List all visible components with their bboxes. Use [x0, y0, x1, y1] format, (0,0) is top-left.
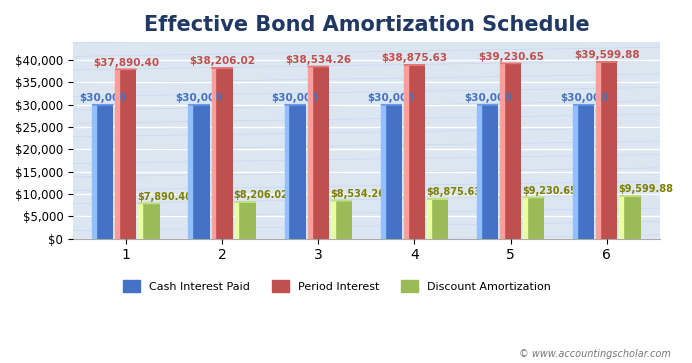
- Text: $38,206.02: $38,206.02: [189, 56, 255, 66]
- Bar: [477, 105, 481, 239]
- Bar: [500, 64, 504, 239]
- Text: $30,000: $30,000: [464, 93, 511, 103]
- Text: $9,230.65: $9,230.65: [522, 185, 577, 196]
- Bar: [138, 203, 142, 239]
- Bar: [427, 199, 431, 239]
- Text: $30,000: $30,000: [175, 93, 223, 103]
- Bar: [597, 62, 600, 239]
- Text: $8,206.02: $8,206.02: [234, 190, 289, 200]
- Bar: [308, 66, 329, 239]
- Bar: [92, 105, 113, 239]
- Bar: [381, 105, 402, 239]
- Bar: [523, 197, 527, 239]
- Bar: [212, 68, 233, 239]
- Bar: [212, 68, 215, 239]
- Bar: [597, 62, 617, 239]
- Bar: [523, 197, 545, 239]
- Bar: [138, 203, 160, 239]
- Text: $8,534.26: $8,534.26: [330, 189, 385, 199]
- Text: $39,599.88: $39,599.88: [574, 50, 639, 60]
- Text: $8,875.63: $8,875.63: [426, 187, 481, 197]
- Bar: [381, 105, 385, 239]
- Text: $7,890.40: $7,890.40: [138, 192, 192, 202]
- Title: Effective Bond Amortization Schedule: Effective Bond Amortization Schedule: [143, 15, 590, 35]
- Bar: [573, 105, 577, 239]
- Bar: [404, 65, 408, 239]
- Bar: [619, 196, 641, 239]
- Bar: [619, 196, 623, 239]
- Text: $38,875.63: $38,875.63: [381, 53, 448, 63]
- Bar: [331, 201, 352, 239]
- Bar: [573, 105, 594, 239]
- Text: $30,000: $30,000: [560, 93, 608, 103]
- Text: $30,000: $30,000: [79, 93, 127, 103]
- Legend: Cash Interest Paid, Period Interest, Discount Amortization: Cash Interest Paid, Period Interest, Dis…: [119, 276, 555, 296]
- Text: $30,000: $30,000: [271, 93, 319, 103]
- Bar: [308, 66, 311, 239]
- Bar: [188, 105, 210, 239]
- Text: $39,230.65: $39,230.65: [477, 52, 544, 62]
- Text: $30,000: $30,000: [367, 93, 415, 103]
- Text: $37,890.40: $37,890.40: [93, 58, 159, 68]
- Bar: [188, 105, 192, 239]
- Bar: [116, 69, 119, 239]
- Bar: [284, 105, 306, 239]
- Text: $38,534.26: $38,534.26: [285, 55, 352, 65]
- Bar: [284, 105, 289, 239]
- Bar: [477, 105, 498, 239]
- Bar: [235, 202, 239, 239]
- Bar: [404, 65, 425, 239]
- Bar: [92, 105, 96, 239]
- Bar: [427, 199, 448, 239]
- Bar: [500, 64, 521, 239]
- Bar: [116, 69, 136, 239]
- Text: $9,599.88: $9,599.88: [619, 184, 673, 194]
- Bar: [331, 201, 335, 239]
- Text: © www.accountingscholar.com: © www.accountingscholar.com: [520, 349, 671, 359]
- Bar: [235, 202, 256, 239]
